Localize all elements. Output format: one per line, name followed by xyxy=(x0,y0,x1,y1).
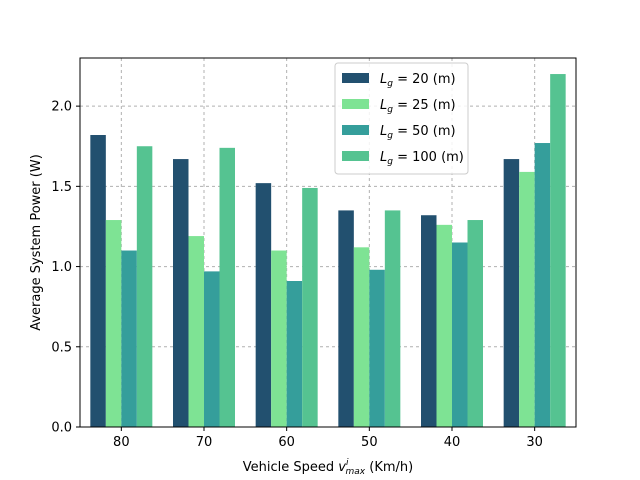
y-tick-label: 0.0 xyxy=(51,421,72,436)
x-axis-label: Vehicle Speed vi max (Km/h) xyxy=(243,458,413,477)
bars xyxy=(90,74,566,427)
x-tick-label: 40 xyxy=(444,435,461,450)
y-tick-label: 1.5 xyxy=(51,180,72,195)
bar-3-50 xyxy=(369,269,385,427)
bar-4-60 xyxy=(302,187,318,427)
bar-4-30 xyxy=(550,74,566,427)
y-axis-label: Average System Power (W) xyxy=(29,154,44,331)
bar-3-70 xyxy=(204,271,220,427)
legend-label: Lg = 100 (m) xyxy=(380,150,464,167)
bar-1-70 xyxy=(173,159,189,427)
bar-2-50 xyxy=(353,247,370,427)
bar-2-80 xyxy=(105,220,122,427)
y-axis: 0.0 0.5 1.0 1.5 2.0 xyxy=(51,100,80,436)
bar-4-50 xyxy=(384,210,401,427)
legend-frame xyxy=(334,62,469,175)
bar-1-40 xyxy=(421,215,437,427)
bar-3-80 xyxy=(121,250,137,427)
plot-frame xyxy=(79,57,577,428)
bar-2-70 xyxy=(188,236,204,427)
bar-1-80 xyxy=(90,135,106,427)
x-tick-label: 50 xyxy=(361,435,378,450)
y-tick-label: 1.0 xyxy=(51,260,72,275)
legend-label: Lg = 20 (m) xyxy=(380,72,456,89)
grid xyxy=(80,58,576,428)
bar-3-40 xyxy=(452,242,468,427)
bar-2-30 xyxy=(519,171,535,427)
x-tick-label: 70 xyxy=(196,435,213,450)
legend-swatch xyxy=(342,99,369,109)
x-tick-label: 80 xyxy=(113,435,130,450)
bar-3-60 xyxy=(286,281,303,427)
y-tick-label: 2.0 xyxy=(51,100,72,115)
legend: Lg = 20 (m) Lg = 25 (m) Lg = 50 (m) Lg = 10… xyxy=(334,62,469,175)
x-axis: 80 70 60 50 40 30 xyxy=(113,427,543,450)
x-tick-label: 30 xyxy=(526,435,543,450)
legend-swatch xyxy=(342,73,369,83)
legend-swatch xyxy=(342,151,369,161)
legend-label: Lg = 50 (m) xyxy=(380,124,456,141)
bar-2-60 xyxy=(271,250,287,427)
bar-4-80 xyxy=(136,146,153,427)
bar-1-30 xyxy=(503,159,520,427)
bar-1-50 xyxy=(338,210,354,427)
bar-4-40 xyxy=(467,220,483,427)
legend-swatch xyxy=(342,125,369,135)
bar-2-40 xyxy=(436,224,452,427)
x-tick-label: 60 xyxy=(278,435,295,450)
bar-4-70 xyxy=(219,147,235,427)
bar-3-30 xyxy=(534,143,551,427)
legend-label: Lg = 25 (m) xyxy=(380,98,456,115)
bar-1-60 xyxy=(255,183,272,427)
y-tick-label: 0.5 xyxy=(51,340,72,355)
